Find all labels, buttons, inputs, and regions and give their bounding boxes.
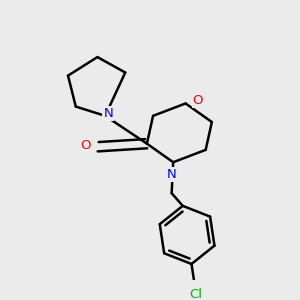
Text: Cl: Cl xyxy=(189,288,202,300)
Text: O: O xyxy=(80,139,91,152)
Text: N: N xyxy=(167,168,176,181)
Text: N: N xyxy=(103,107,113,120)
Text: O: O xyxy=(193,94,203,107)
